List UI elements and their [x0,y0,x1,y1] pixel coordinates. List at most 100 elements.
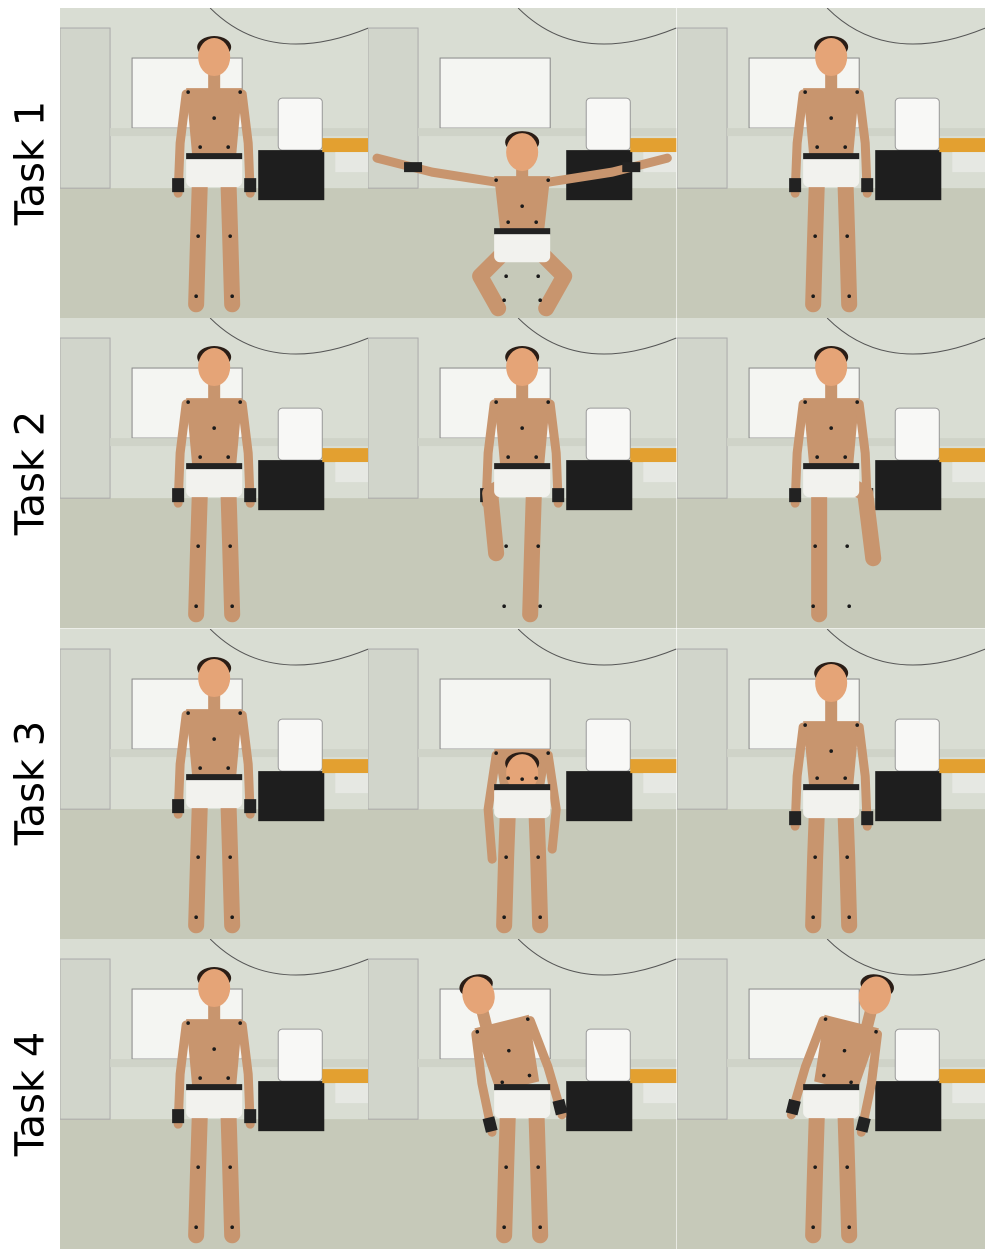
right-arm [544,750,562,854]
upper-body [172,36,257,198]
torso [802,398,859,466]
marker-dot [802,400,807,405]
marker-dot [494,750,499,755]
photo-scene [60,628,369,939]
left-leg [188,1095,209,1243]
underwear [802,1085,859,1118]
wall-shelf [110,128,369,137]
person [480,346,565,623]
door [368,958,419,1120]
marker-dot [538,298,543,303]
marker-dot [238,1021,242,1025]
marker-dot [238,400,242,405]
right-arm [854,89,872,198]
color-bins [938,758,985,773]
marker-dot [506,455,511,460]
underwear [494,785,551,818]
wrist-band [244,488,257,503]
person [788,661,873,933]
door [60,648,111,810]
marker-dot [847,914,851,919]
waistband [802,783,859,790]
torso [186,88,243,156]
marker-dot [823,1017,827,1021]
marker-dot [212,1047,216,1051]
wrist-band [788,810,801,825]
marker-dot [843,775,847,780]
photo-scene [676,628,985,939]
underwear [494,230,551,263]
right-leg [528,795,549,933]
left-leg [496,1095,517,1243]
floor [368,498,677,629]
marker-dot [546,178,551,182]
photo-scene [676,938,985,1249]
marker-dot [196,854,200,859]
person [372,131,673,317]
left-leg [188,785,209,933]
photo-task-3-frame-2 [368,628,677,939]
marker-dot [538,1225,543,1229]
wrist-band [244,1108,257,1123]
marker-dot [186,90,190,94]
marker-dot [500,1080,505,1084]
right-leg [836,795,857,933]
photo-scene [368,628,677,939]
photo-scene [368,318,677,629]
color-bins [938,1068,985,1083]
marker-dot [813,544,817,549]
marker-dot [802,90,807,94]
marker-dot [226,1076,230,1080]
cabinet [874,460,941,511]
photo-scene [368,8,677,319]
waistband [802,153,859,160]
whiteboard [439,678,552,750]
cabinet [566,1080,633,1131]
marker-dot [228,854,232,859]
photo-task-4-frame-1 [60,938,369,1249]
floor [676,1118,985,1249]
right-arm [546,399,564,508]
sink [951,152,985,173]
underwear [494,1085,551,1118]
marker-dot [847,1225,851,1229]
photo-task-2-frame-1 [60,318,369,629]
left-arm [173,1020,191,1129]
blurred-face [198,658,231,697]
hanging-cable [518,318,677,355]
marker-dot [194,294,198,299]
right-arm [854,722,872,831]
marker-dot [502,914,507,919]
right-arm [237,1020,255,1129]
left-leg [804,795,825,933]
sink [951,772,985,793]
right-arm [237,710,255,819]
marker-dot [855,722,859,727]
blurred-face [858,976,891,1014]
marker-dot [198,765,202,770]
left-arm [786,1015,828,1120]
marker-dot [845,234,849,238]
floor [368,808,677,939]
waistband [186,463,243,470]
hanging-cable [518,8,677,45]
marker-dot [475,1029,480,1034]
person [172,346,257,623]
marker-dot [506,220,511,224]
hanging-cable [518,938,677,976]
marker-dot [813,234,817,238]
marker-dot [848,1080,853,1084]
door [676,648,728,810]
floor [60,188,369,319]
cabinet [258,150,325,201]
marker-dot [504,854,509,859]
marker-dot [230,294,234,299]
white-panel [277,97,323,151]
marker-dot [196,544,200,549]
right-arm [544,153,673,187]
upper-body [172,346,257,508]
color-bins [630,758,677,773]
right-leg [220,475,241,623]
person [785,973,894,1243]
